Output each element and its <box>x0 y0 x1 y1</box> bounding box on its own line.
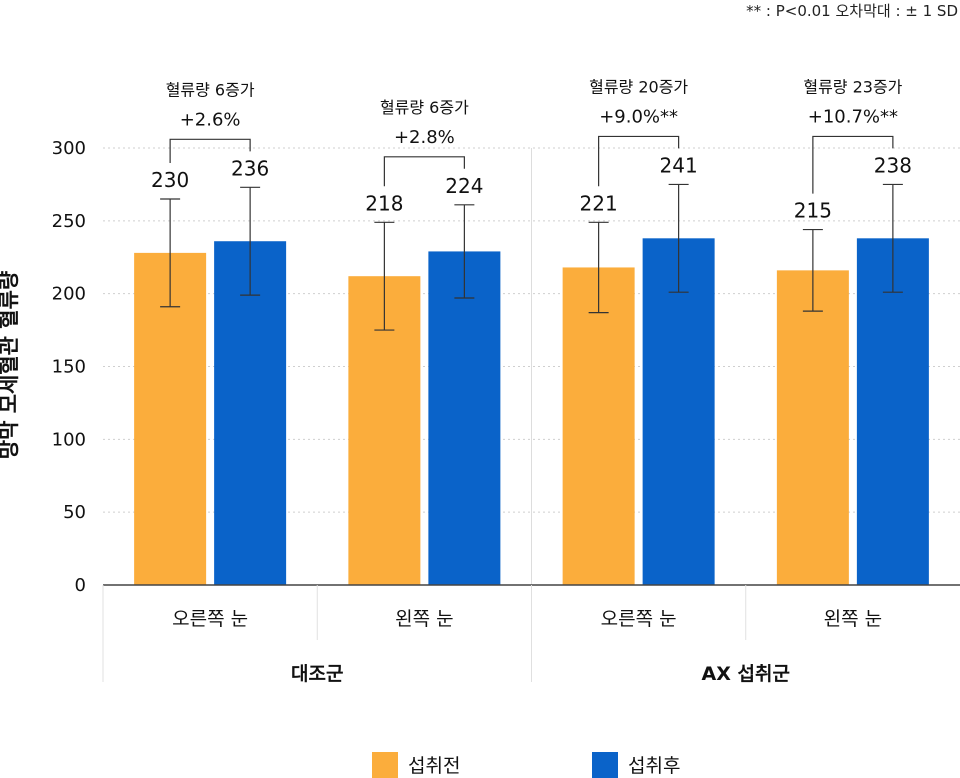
x-category-label: 오른쪽 눈 <box>601 608 677 630</box>
y-tick-label: 50 <box>63 502 86 523</box>
y-axis-label: 망막 모세혈관 혈류량 <box>0 271 21 460</box>
grid-lines <box>103 147 960 585</box>
y-axis: 0 50 100 150 200 250 300 <box>52 138 86 596</box>
bar-before <box>562 267 635 585</box>
bar-after <box>642 238 715 585</box>
y-tick-label: 150 <box>52 357 86 378</box>
data-label: 218 <box>365 191 403 215</box>
annotation-percent: +2.8% <box>394 127 455 148</box>
legend-swatch <box>592 752 618 778</box>
x-group-label: AX 섭취군 <box>702 663 790 685</box>
annotation-increase: 혈류량 6증가 <box>380 98 469 117</box>
x-group-label: 대조군 <box>291 663 343 685</box>
data-label: 230 <box>151 168 189 192</box>
significance-note: ** : P<0.01 오차막대 : ± 1 SD <box>746 2 958 20</box>
comparison-bracket <box>169 138 251 163</box>
bar-after <box>856 238 929 585</box>
comparison-bracket <box>598 135 680 187</box>
y-tick-label: 250 <box>52 211 86 232</box>
annotation-percent: +10.7%** <box>808 106 898 127</box>
bars: 230 236 +2.6% 혈류량 6증가 218 224 +2.8% 혈류량 6증가 221 2… <box>134 77 929 585</box>
bar-before <box>776 270 849 585</box>
bar-before <box>134 252 207 585</box>
comparison-bracket <box>383 156 465 187</box>
annotation-increase: 혈류량 6증가 <box>166 80 255 99</box>
annotation-increase: 혈류량 20증가 <box>589 77 688 96</box>
legend: 섭취전 섭취후 <box>372 752 680 778</box>
bar-after <box>428 251 501 585</box>
data-label: 221 <box>580 191 618 215</box>
y-tick-label: 300 <box>52 138 86 159</box>
data-label: 241 <box>660 153 698 177</box>
y-tick-label: 100 <box>52 429 86 450</box>
y-tick-label: 0 <box>75 575 86 596</box>
annotation-increase: 혈류량 23증가 <box>803 77 902 96</box>
x-category-label: 왼쪽 눈 <box>395 608 453 630</box>
legend-label: 섭취전 <box>408 755 460 777</box>
data-label: 224 <box>445 174 483 198</box>
comparison-bracket <box>812 135 894 194</box>
data-label: 215 <box>794 199 832 223</box>
data-label: 238 <box>874 153 912 177</box>
bar-after <box>214 241 287 585</box>
legend-swatch <box>372 752 398 778</box>
annotation-percent: +2.6% <box>180 109 241 130</box>
x-category-label: 왼쪽 눈 <box>824 608 882 630</box>
y-tick-label: 200 <box>52 284 86 305</box>
annotation-percent: +9.0%** <box>599 106 678 127</box>
x-category-label: 오른쪽 눈 <box>172 608 248 630</box>
data-label: 236 <box>231 156 269 180</box>
legend-label: 섭취후 <box>628 755 680 777</box>
